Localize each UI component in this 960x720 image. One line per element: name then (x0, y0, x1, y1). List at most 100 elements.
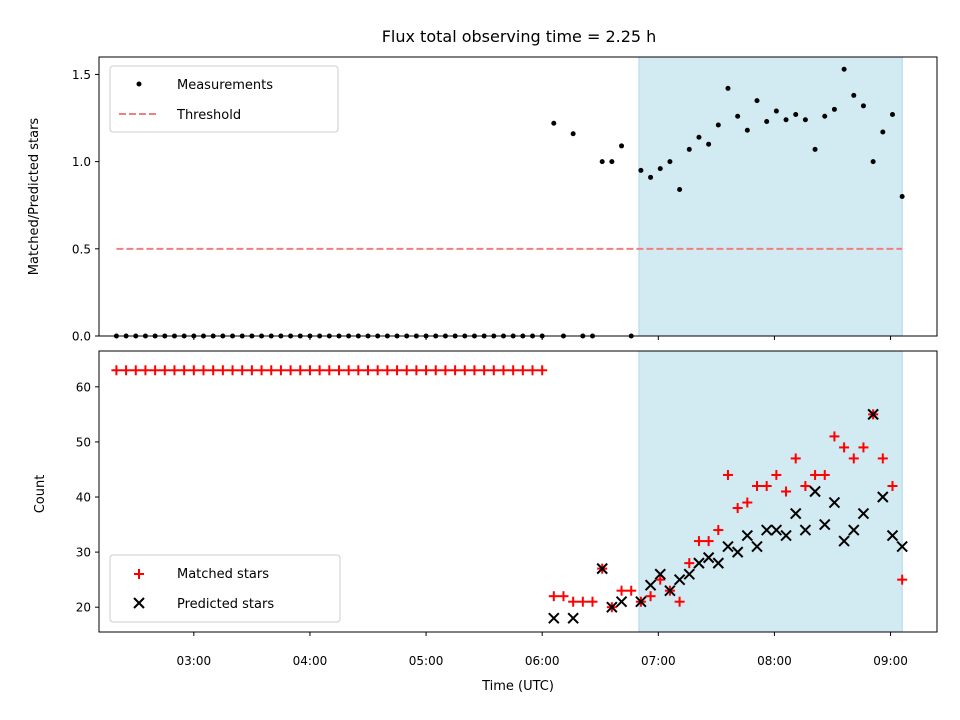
matched-stars-point (333, 365, 344, 376)
legend-measurements-marker (136, 81, 142, 87)
bottom-panel: 20 30 40 50 60 03:00 04:00 05:00 06:00 07:00 08:0… (33, 350, 938, 694)
matched-stars-point (722, 469, 733, 480)
matched-stars-point (655, 574, 666, 585)
matched-stars-point (684, 558, 695, 569)
measurements-point (754, 98, 760, 104)
matched-stars-point (577, 596, 588, 607)
predicted-stars-point (567, 612, 579, 624)
predicted-stars-point (635, 595, 647, 608)
predicted-stars-point (886, 529, 899, 542)
matched-stars-point (548, 591, 559, 602)
measurements-point (638, 167, 644, 173)
matched-stars-point (285, 365, 296, 376)
measurements-point (870, 159, 876, 165)
matched-stars-point (703, 536, 714, 547)
measurements-point (686, 146, 692, 152)
measurements-point (706, 141, 712, 147)
matched-stars-point (839, 442, 850, 453)
matched-stars-point (159, 365, 170, 376)
measurements-point (860, 103, 866, 109)
predicted-stars-point (615, 595, 628, 608)
measurements-point (696, 134, 702, 140)
measurements-point (744, 127, 750, 133)
matched-stars-point (401, 365, 412, 376)
predicted-stars-point (751, 540, 763, 553)
top-panel: 0.0 0.5 1.0 1.5 Matched/Predicted stars Mea… (27, 56, 938, 344)
measurements-point (609, 159, 615, 165)
measurements-point (599, 159, 605, 165)
matched-stars-point (587, 596, 598, 607)
top-axes-frame (98, 56, 938, 337)
predicted-stars-point (838, 535, 850, 547)
matched-stars-point (169, 365, 180, 376)
measurements-point (783, 117, 789, 123)
top-legend: Measurements Threshold (109, 65, 339, 133)
matched-stars-point (469, 365, 480, 376)
measurements-point (773, 108, 779, 114)
predicted-stars-point (799, 524, 812, 536)
matched-stars-point (848, 453, 859, 464)
bottom-axes-frame (98, 350, 938, 633)
matched-stars-point (179, 365, 190, 376)
matched-stars-point (713, 525, 724, 536)
legend-matched-marker (134, 569, 144, 579)
measurements-point (619, 143, 625, 149)
matched-stars-point (568, 596, 579, 607)
measurements-point (899, 194, 905, 199)
matched-stars-point (819, 469, 830, 480)
legend-matched-label: Matched stars (177, 567, 269, 582)
x-tick-label: 06:00 (525, 654, 560, 668)
x-tick-label: 05:00 (409, 654, 444, 668)
matched-stars-point (508, 365, 519, 376)
matched-stars-point (188, 365, 199, 376)
measurements-point (677, 187, 683, 193)
matched-stars-point (498, 365, 509, 376)
predicted-stars-point (896, 540, 908, 553)
measurements-point (551, 120, 557, 126)
predicted-stars-point (731, 546, 744, 558)
matched-stars-point (459, 365, 470, 376)
matched-stars-point (121, 365, 132, 376)
predicted-stars-point (693, 557, 705, 569)
matched-stars-point (353, 365, 364, 376)
bottom-legend: Matched stars Predicted stars (109, 554, 341, 623)
matched-stars-point (111, 365, 122, 376)
top-x-ticks (193, 336, 892, 340)
observing-window-span (638, 56, 903, 337)
matched-stars-point (537, 365, 548, 376)
predicted-stars-point (712, 557, 725, 569)
matched-stars-point (732, 503, 743, 514)
legend-measurements-label: Measurements (177, 78, 273, 93)
top-legend-frame (109, 65, 339, 133)
predicted-stars-point (596, 562, 608, 575)
matched-stars-point (877, 453, 888, 464)
matched-stars-point (800, 480, 811, 491)
y-tick-label: 50 (76, 435, 91, 449)
x-tick-label: 03:00 (177, 654, 212, 668)
x-tick-label: 07:00 (641, 654, 676, 668)
predicted-stars-point (644, 579, 657, 591)
chart-title: Flux total observing time = 2.25 h (382, 27, 657, 46)
measurements-point (880, 129, 886, 135)
y-tick-label: 1.5 (72, 68, 91, 82)
matched-stars-point (140, 365, 151, 376)
measurements-point (667, 159, 673, 165)
predicted-stars-point (606, 601, 618, 613)
y-tick-label: 0.0 (72, 330, 91, 344)
matched-stars-point (752, 480, 763, 491)
predicted-stars-point (770, 524, 783, 536)
y-tick-label: 60 (76, 380, 91, 394)
measurements-point (570, 131, 576, 137)
matched-stars-point (450, 365, 461, 376)
predicted-stars-point (760, 524, 773, 536)
y-tick-label: 30 (76, 546, 91, 560)
x-axis-label: Time (UTC) (481, 679, 554, 694)
predicted-stars-point (857, 507, 870, 520)
predicted-stars-point (790, 507, 802, 520)
matched-stars-point (324, 365, 335, 376)
matched-stars-point (304, 365, 315, 376)
matched-stars-point (781, 486, 792, 497)
matched-stars-point (645, 591, 656, 602)
matched-stars-point (256, 365, 267, 376)
